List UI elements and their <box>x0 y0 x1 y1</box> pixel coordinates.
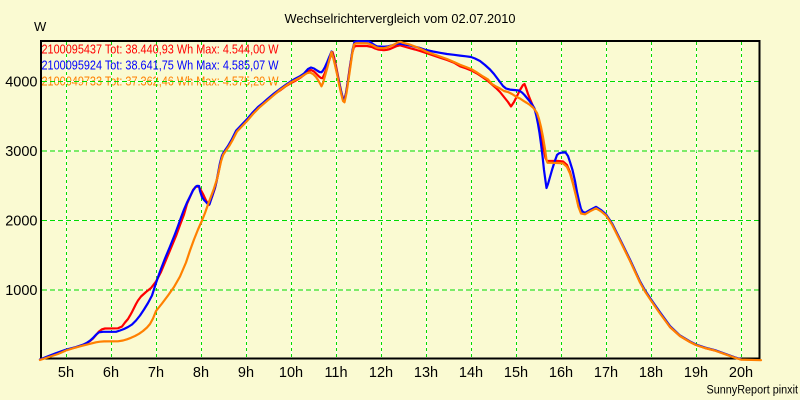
svg-text:2000: 2000 <box>5 213 37 229</box>
svg-text:3000: 3000 <box>5 144 37 160</box>
svg-text:14h: 14h <box>459 365 483 381</box>
svg-text:15h: 15h <box>504 365 528 381</box>
svg-text:9h: 9h <box>238 365 254 381</box>
svg-text:16h: 16h <box>549 365 573 381</box>
svg-text:8h: 8h <box>193 365 209 381</box>
svg-text:18h: 18h <box>639 365 663 381</box>
svg-text:SunnyReport pinxit: SunnyReport pinxit <box>707 385 799 397</box>
svg-text:Wechselrichtervergleich vom 02: Wechselrichtervergleich vom 02.07.2010 <box>285 11 516 26</box>
svg-text:1000: 1000 <box>5 283 37 299</box>
svg-text:2100095437 Tot: 38.440,93 Wh M: 2100095437 Tot: 38.440,93 Wh Max: 4.544,… <box>42 43 279 57</box>
svg-text:7h: 7h <box>148 365 164 381</box>
svg-text:17h: 17h <box>594 365 618 381</box>
svg-text:19h: 19h <box>684 365 708 381</box>
svg-text:6h: 6h <box>103 365 119 381</box>
svg-text:11h: 11h <box>324 365 347 381</box>
svg-text:12h: 12h <box>369 365 393 381</box>
svg-text:20h: 20h <box>729 365 753 381</box>
svg-text:W: W <box>34 19 47 34</box>
svg-text:2100095924 Tot: 38.641,75 Wh M: 2100095924 Tot: 38.641,75 Wh Max: 4.585,… <box>42 59 279 73</box>
svg-text:4000: 4000 <box>5 74 37 90</box>
svg-text:10h: 10h <box>279 365 303 381</box>
svg-text:5h: 5h <box>58 365 74 381</box>
svg-text:13h: 13h <box>414 365 438 381</box>
